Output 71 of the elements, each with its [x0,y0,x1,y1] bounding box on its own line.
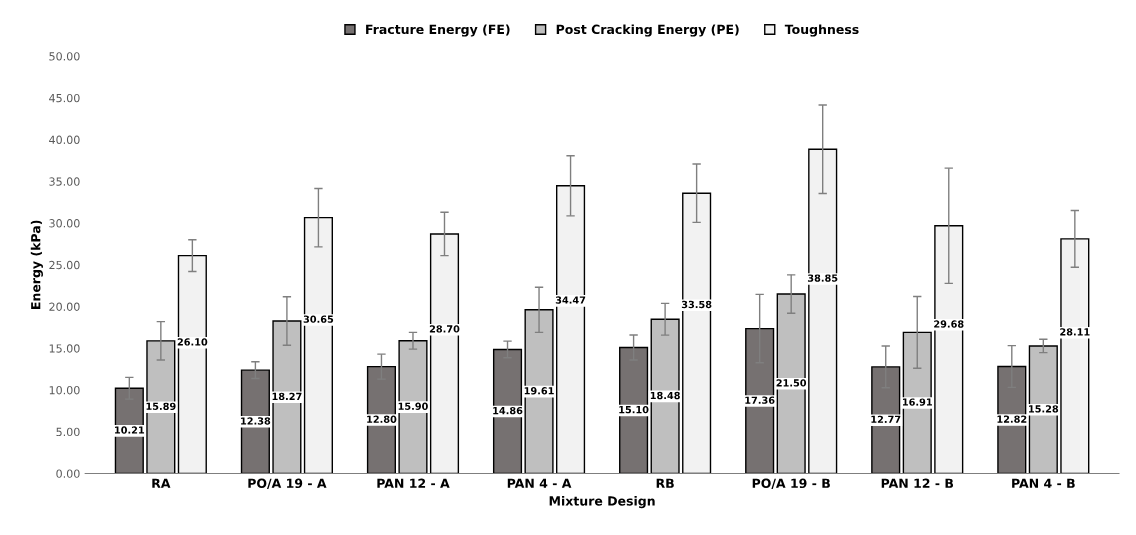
bar [177,254,207,474]
data-label: 15.10 [619,405,649,414]
y-tick-label: 5.00 [56,427,80,437]
bar [146,340,176,474]
data-label: 12.80 [367,415,397,423]
bar [997,365,1027,474]
y-axis-title: Energy (kPa) [30,220,43,309]
data-label: 15.89 [146,402,176,410]
data-label: 15.28 [1029,405,1059,413]
y-tick-label: 0.00 [56,469,80,478]
y-tick-label: 30.00 [49,219,80,228]
data-label: 38.85 [807,274,838,282]
data-label: 29.68 [934,320,964,328]
x-tick-label: PAN 12 - B [881,478,954,488]
bar [398,340,428,474]
bar [1028,345,1058,474]
bar [650,318,680,474]
bar [902,331,932,474]
bar [524,309,554,474]
x-tick-label: PO/A 19 - B [752,478,830,489]
bar [240,369,270,474]
x-tick-label: PAN 4 - B [1012,478,1075,488]
data-label: 14.86 [493,406,523,415]
y-tick-label: 45.00 [49,93,80,103]
data-label: 21.50 [776,379,807,387]
x-tick-label: RB [656,478,674,488]
legend-label: Toughness [784,24,859,37]
legend-label: Fracture Energy (FE) [366,24,510,37]
data-label: 10.21 [115,426,145,434]
y-tick-label: 15.00 [49,344,80,353]
x-tick-label: PO/A 19 - A [248,478,327,489]
data-label: 17.36 [745,396,775,404]
data-label: 28.70 [429,325,460,333]
data-label: 12.77 [871,415,901,423]
bar [871,366,901,474]
data-label: 16.91 [902,398,932,406]
data-label: 18.48 [650,391,680,400]
bar [1060,238,1090,474]
bar [556,185,586,474]
bar [808,148,838,474]
data-label: 34.47 [555,296,586,304]
data-label: 12.38 [241,417,271,425]
y-tick-label: 50.00 [49,52,80,61]
y-tick-label: 25.00 [49,260,80,270]
legend-label: Post Cracking Energy (PE) [556,24,739,37]
y-tick-label: 10.00 [49,385,80,395]
x-axis-title: Mixture Design [549,495,655,509]
data-label: 30.65 [303,315,334,323]
data-label: 15.90 [398,402,428,410]
bar [303,216,333,474]
data-label: 33.58 [681,300,712,309]
bar [776,293,806,474]
bar [619,346,649,474]
data-label: 18.27 [272,392,302,401]
bar [272,320,302,474]
bar [492,348,523,474]
y-tick-label: 40.00 [49,135,80,145]
x-tick-label: PAN 4 - A [507,478,572,488]
bar [366,365,397,474]
bar [682,192,712,474]
bar [745,327,775,474]
data-label: 28.11 [1060,328,1090,336]
bar [429,233,460,474]
data-label: 12.82 [997,415,1027,423]
bar [934,225,964,474]
y-tick-label: 35.00 [49,177,80,186]
x-tick-label: RA [152,478,171,488]
data-label: 19.61 [524,387,554,395]
data-label: 26.10 [177,338,208,346]
y-tick-label: 20.00 [49,302,80,311]
x-tick-label: PAN 12 - A [377,478,450,488]
